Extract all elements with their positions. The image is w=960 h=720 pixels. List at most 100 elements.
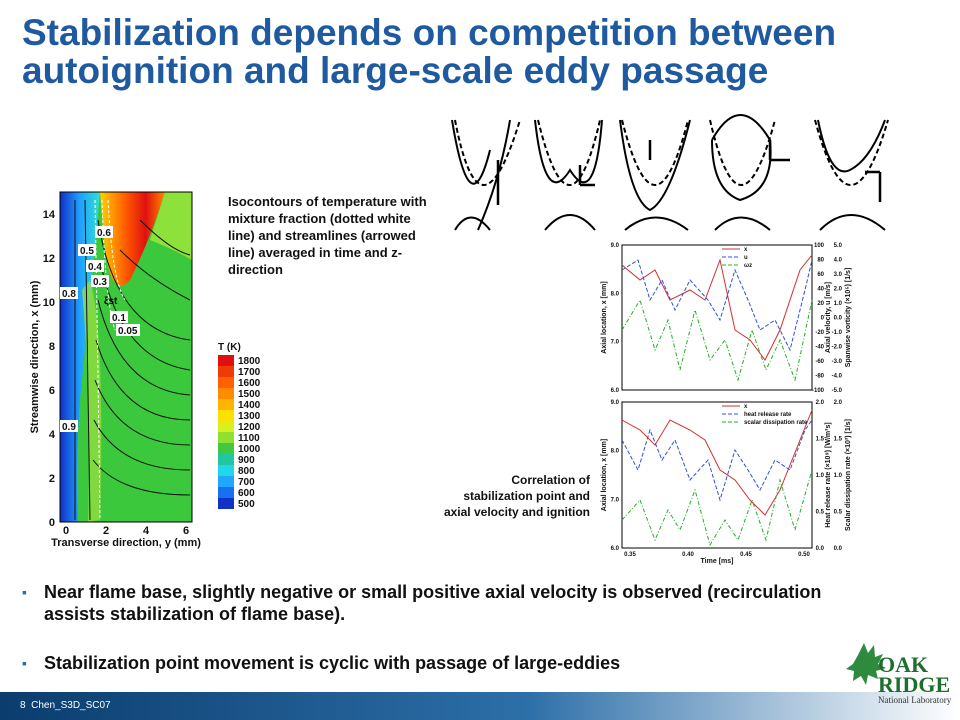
contour-label-bg (116, 324, 140, 336)
colorbar-label: 1800 (238, 356, 261, 367)
legend-label: x (744, 247, 748, 253)
y3-tick-label: 0.0 (834, 546, 843, 552)
colorbar-label: 1200 (238, 422, 261, 433)
colorbar-swatch (218, 476, 234, 487)
contour-plot (59, 191, 193, 523)
footer: 8 Chen_S3D_SC07 (20, 700, 111, 711)
y-tick-label: 10 (43, 297, 55, 309)
contour-caption: Isocontours of temperature with mixture … (228, 194, 427, 277)
colorbar-swatch (218, 377, 234, 388)
y-axis-label: Streamwise direction, x (mm) (29, 280, 41, 433)
contour-label: 0.4 (88, 262, 102, 273)
y-axis-label: Axial location, x [mm] (601, 439, 608, 511)
contour-label: 0.05 (118, 326, 138, 337)
y3-tick-label: 4.0 (834, 258, 843, 264)
contour-label-bg (95, 226, 113, 238)
y-tick-label: 9.0 (611, 400, 620, 406)
contour-label: 0.1 (112, 313, 126, 324)
y-tick-label: 9.0 (611, 243, 620, 249)
colorbar-label: 1700 (238, 367, 261, 378)
y2-tick-label: -100 (812, 388, 825, 394)
x-axis-label: Transverse direction, y (mm) (51, 537, 201, 549)
legend-label: x (744, 404, 748, 410)
contour-label-bg (86, 260, 104, 272)
colorbar-swatch (218, 366, 234, 377)
y3-tick-label: 1.5 (834, 437, 843, 443)
y3-tick-label: 1.0 (834, 301, 843, 307)
y2-axis-label: Heat release rate (×10⁹) [W/m³s] (825, 422, 832, 527)
y3-tick-label: 3.0 (834, 272, 843, 278)
x-tick-label: 0 (63, 525, 69, 537)
colorbar-label: 1000 (238, 444, 261, 455)
contour-label: 0.6 (97, 228, 111, 239)
y2-tick-label: 20 (817, 301, 824, 307)
colorbar-swatch (218, 355, 234, 366)
y-tick-label: 12 (43, 253, 55, 265)
y2-tick-label: 2.0 (816, 400, 825, 406)
y2-tick-label: 1.0 (816, 473, 825, 479)
colorbar-label: 1100 (238, 433, 260, 444)
colorbar-swatch (218, 421, 234, 432)
logo-line: OAK (878, 652, 929, 677)
y2-axis-label: Axial velocity, u [m/s] (825, 282, 832, 353)
legend-label: scalar dissipation rate (744, 420, 808, 426)
y2-tick-label: 40 (817, 287, 824, 293)
x-axis-label: Time [ms] (701, 558, 734, 565)
contour-label: 0.5 (80, 246, 94, 257)
contour-label-bg (78, 244, 96, 256)
y-tick-label: 7.0 (611, 497, 620, 503)
x-tick-label: 0.35 (624, 552, 636, 558)
x-tick-label: 0.50 (798, 552, 810, 558)
slide-title: Stabilization depends on competition bet… (22, 12, 837, 91)
colorbar-label: 900 (238, 455, 255, 466)
colorbar-label: 1300 (238, 411, 261, 422)
colorbar-swatch (218, 454, 234, 465)
y2-tick-label: 1.5 (816, 437, 825, 443)
time-series-plots (621, 244, 813, 549)
footer-bar (0, 692, 960, 720)
bottom-plot-frame (621, 401, 813, 549)
colorbar-swatch (218, 410, 234, 421)
x-tick-label: 6 (183, 525, 189, 537)
y3-tick-label: 5.0 (834, 243, 843, 249)
y3-tick-label: -4.0 (832, 374, 843, 380)
y3-tick-label: 2.0 (834, 287, 843, 293)
colorbar-label: 500 (238, 499, 255, 510)
colorbar-label: 700 (238, 477, 255, 488)
y3-tick-label: -5.0 (832, 388, 843, 394)
colorbar-swatch (218, 465, 234, 476)
y-tick-label: 7.0 (611, 340, 620, 346)
colorbar-swatch (218, 487, 234, 498)
y3-tick-label: 0.5 (834, 510, 843, 516)
plots-caption: Correlation of stabilization point and a… (443, 473, 590, 519)
contour-label-bg (60, 287, 78, 299)
contour-label-bg (110, 311, 128, 323)
contour-label-bg (91, 275, 109, 287)
y2-tick-label: 0.0 (816, 546, 825, 552)
y2-tick-label: -40 (815, 345, 824, 351)
y3-tick-label: 1.0 (834, 473, 843, 479)
colorbar-swatch (218, 399, 234, 410)
contour-label: 0.3 (93, 277, 107, 288)
contour-label: 0.8 (62, 289, 76, 300)
y-tick-label: 14 (43, 209, 56, 221)
y2-tick-label: 0 (821, 316, 825, 322)
legend-label: u (744, 255, 748, 261)
logo-leaf (846, 643, 886, 685)
y2-tick-label: 0.5 (816, 510, 825, 516)
colorbar-label: 1400 (238, 400, 261, 411)
y-tick-label: 4 (49, 429, 56, 441)
y-tick-label: 6 (49, 385, 55, 397)
x-tick-label: 2 (103, 525, 109, 537)
y-tick-label: 6.0 (611, 546, 620, 552)
x-tick-label: 0.40 (682, 552, 694, 558)
x-tick-label: 0.45 (740, 552, 752, 558)
y3-tick-label: 2.0 (834, 400, 843, 406)
y3-axis-label: Scalar dissipation rate (×10³) [1/s] (845, 419, 852, 531)
y-tick-label: 8 (49, 341, 55, 353)
colorbar-label: 600 (238, 488, 255, 499)
contour-label: 0.9 (62, 422, 76, 433)
y2-tick-label: -20 (815, 330, 824, 336)
